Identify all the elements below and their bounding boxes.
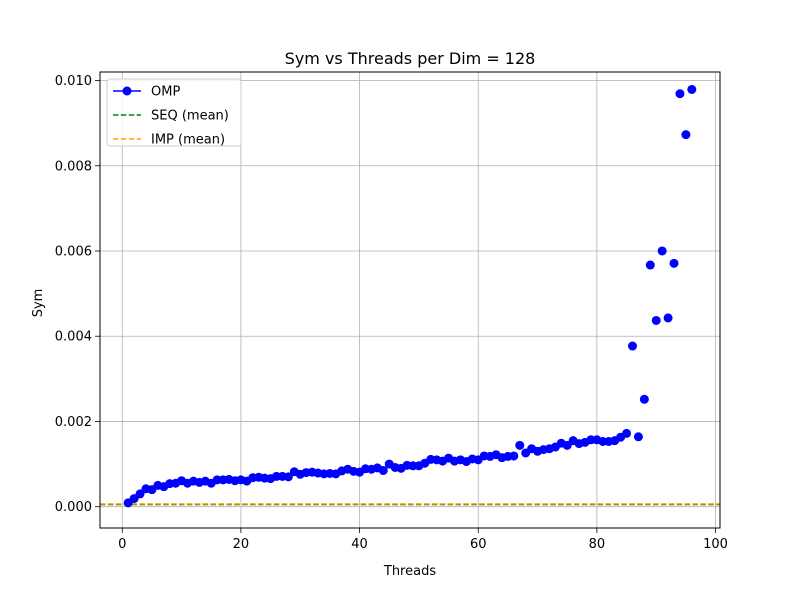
y-tick-label: 0.006 — [55, 244, 92, 259]
legend-label: OMP — [151, 85, 180, 100]
omp-data-point — [627, 341, 637, 351]
x-tick-label: 0 — [118, 537, 126, 552]
omp-data-point — [509, 451, 519, 461]
omp-data-point — [645, 260, 655, 270]
x-axis-ticks: 0 20 40 60 80 100 — [118, 528, 728, 552]
y-tick-label: 0.010 — [55, 74, 92, 89]
y-tick-label: 0.008 — [55, 159, 92, 174]
y-axis-ticks: 0.000 0.002 0.004 0.006 0.008 0.010 — [55, 74, 100, 515]
y-axis-label: Sym — [31, 289, 46, 318]
legend-label: IMP (mean) — [151, 133, 225, 148]
y-tick-label: 0.002 — [55, 415, 92, 430]
omp-data-point — [651, 315, 661, 325]
x-tick-label: 100 — [703, 537, 728, 552]
omp-data-point — [515, 440, 525, 450]
x-axis-label: Threads — [383, 564, 436, 579]
x-tick-label: 80 — [589, 537, 606, 552]
omp-data-point — [135, 489, 145, 499]
omp-data-point — [657, 246, 667, 256]
omp-data-point — [663, 313, 673, 323]
x-tick-label: 60 — [470, 537, 487, 552]
omp-data-point — [283, 472, 293, 482]
omp-data-point — [378, 465, 388, 475]
grid-lines — [100, 72, 720, 528]
plot-frame — [99, 71, 721, 529]
legend-swatch-marker — [122, 86, 132, 96]
omp-data-point — [669, 258, 679, 268]
omp-data-point — [675, 89, 685, 99]
omp-data-point — [622, 428, 632, 438]
legend-box — [106, 78, 242, 147]
omp-data-point — [639, 394, 649, 404]
series-omp — [123, 84, 697, 508]
x-tick-label: 20 — [233, 537, 250, 552]
y-tick-label: 0.004 — [55, 330, 92, 345]
x-tick-label: 40 — [351, 537, 368, 552]
omp-data-point — [681, 130, 691, 140]
legend: OMP SEQ (mean) IMP (mean) — [106, 78, 242, 148]
omp-data-point — [633, 432, 643, 442]
chart-title: Sym vs Threads per Dim = 128 — [285, 49, 536, 68]
y-tick-label: 0.000 — [55, 500, 92, 515]
reference-lines — [100, 503, 720, 506]
legend-label: SEQ (mean) — [151, 109, 229, 124]
series-layer — [123, 84, 697, 508]
omp-data-point — [687, 84, 697, 94]
